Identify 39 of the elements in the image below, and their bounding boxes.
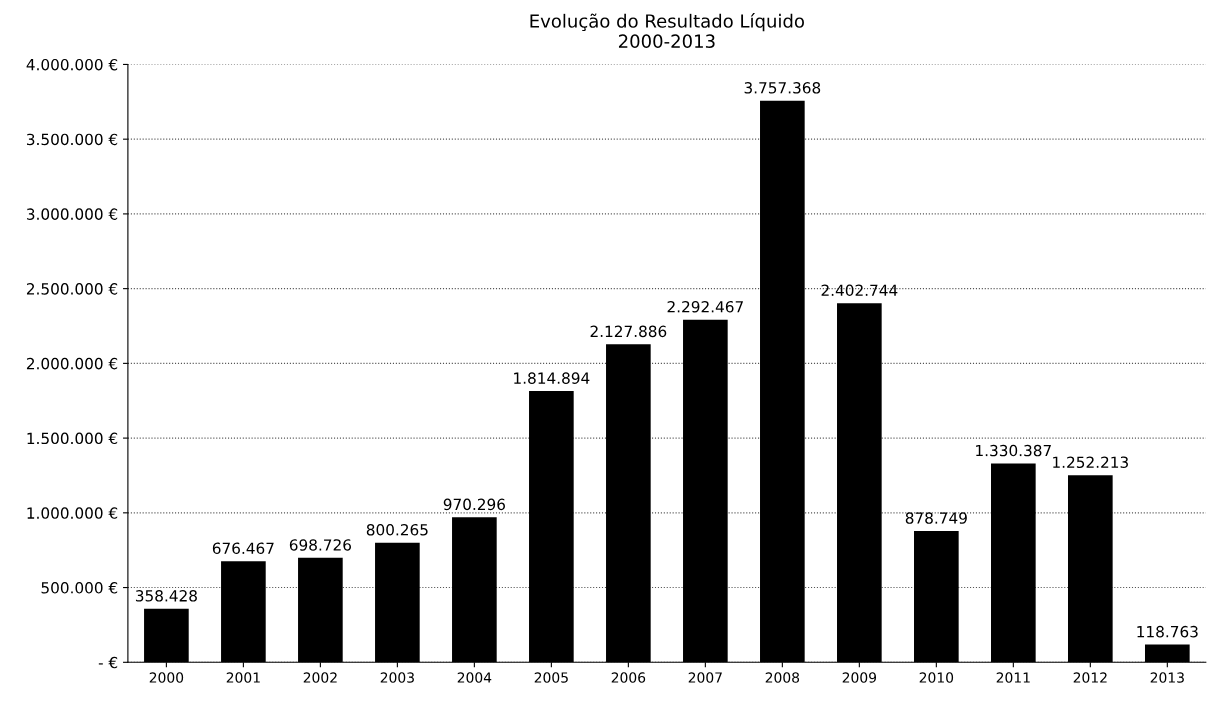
y-tick-label: 500.000 €: [41, 582, 118, 594]
x-tick-label: 2002: [303, 672, 337, 683]
data-label: 358.428: [135, 590, 197, 602]
x-tick-label: 2008: [765, 672, 800, 683]
data-label: 878.749: [905, 512, 967, 524]
y-tick-label: 3.500.000 €: [27, 133, 118, 146]
data-label: 1.814.894: [514, 372, 590, 384]
y-tick-label: 4.000.000 €: [26, 58, 118, 71]
x-tick-label: 2009: [842, 672, 877, 683]
x-tick-label: 2004: [457, 672, 492, 683]
y-tick-label: 2.000.000 €: [26, 357, 118, 370]
data-label: 118.763: [1137, 625, 1198, 638]
data-label: 698.726: [289, 539, 351, 551]
data-label: 1.330.387: [976, 444, 1051, 457]
data-label: 2.292.467: [667, 300, 743, 313]
x-tick-label: 2003: [380, 672, 414, 683]
x-tick-label: 2001: [226, 672, 260, 683]
data-label: 676.467: [212, 542, 274, 555]
data-label: 2.127.886: [590, 325, 667, 338]
data-label: 800.265: [366, 524, 428, 536]
chart-title: Evolução do Resultado Líquido: [530, 13, 804, 32]
data-label: 970.296: [443, 498, 505, 511]
chart-subtitle: 2000-2013: [618, 34, 715, 49]
x-tick-label: 2007: [688, 672, 722, 683]
x-tick-label: 2013: [1150, 672, 1184, 683]
y-tick-label: 1.000.000 €: [27, 507, 118, 519]
x-tick-label: 2006: [611, 672, 646, 683]
y-tick-label: 1.500.000 €: [27, 432, 118, 445]
data-label: 1.252.213: [1053, 456, 1128, 469]
x-tick-label: 2005: [534, 672, 568, 683]
y-tick-label: 3.000.000 €: [27, 208, 118, 220]
x-tick-label: 2000: [149, 672, 184, 683]
x-tick-label: 2010: [919, 672, 954, 683]
x-tick-label: 2011: [996, 672, 1030, 683]
y-tick-label: - €: [98, 656, 118, 669]
y-tick-label: 2.500.000 €: [26, 283, 118, 295]
x-tick-label: 2012: [1073, 672, 1107, 683]
data-label: 3.757.368: [744, 82, 821, 94]
data-label: 2.402.744: [821, 284, 898, 297]
